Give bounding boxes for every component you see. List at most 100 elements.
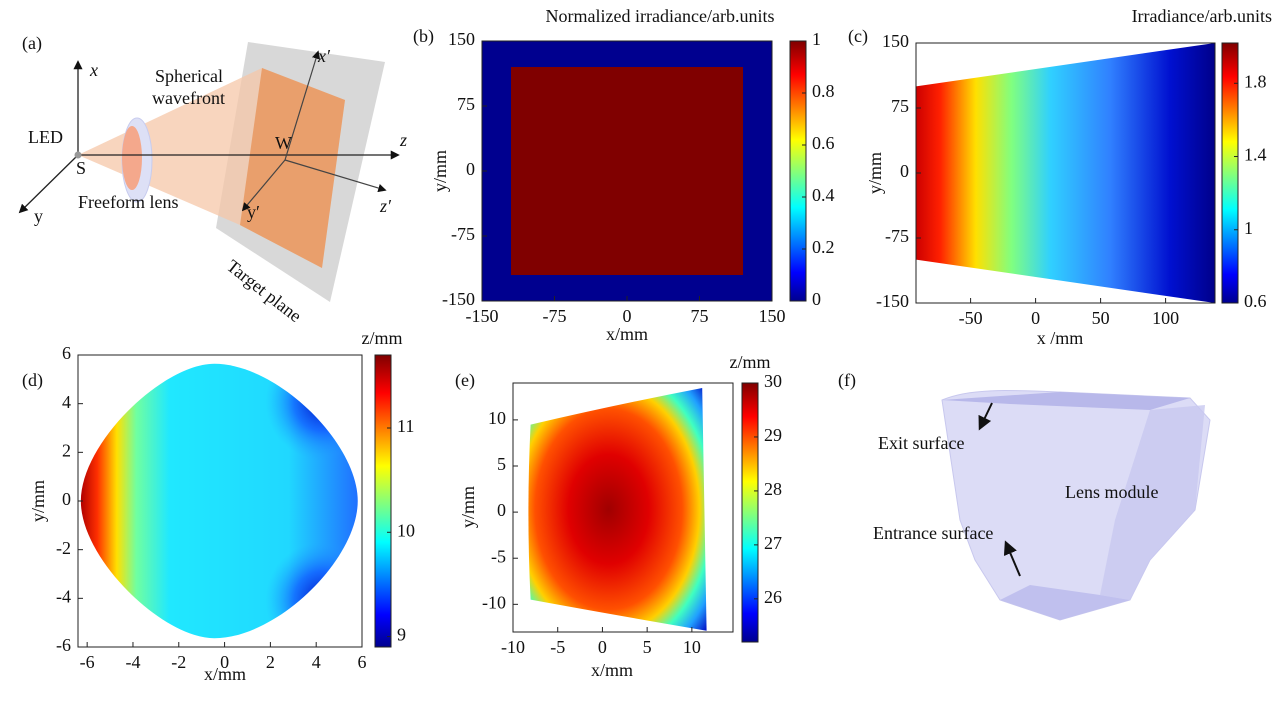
y-tick-label: -75 xyxy=(885,226,909,246)
axis-label: z xyxy=(399,130,407,150)
y-tick-label: -150 xyxy=(876,291,909,311)
axis-y xyxy=(18,154,79,214)
colorbar-tick-label: 27 xyxy=(764,533,782,553)
colorbar-tick-label: 1.8 xyxy=(1244,71,1267,91)
colorbar-tick-label: 11 xyxy=(397,416,414,436)
led-label: LED xyxy=(28,127,63,147)
irradiance-field xyxy=(916,43,1215,303)
plot-frame xyxy=(512,382,734,633)
lens-side xyxy=(1100,405,1205,600)
y-axis-label: y/mm xyxy=(28,480,48,522)
x-tick-label: 4 xyxy=(312,652,321,672)
wavefront-label: wavefront xyxy=(152,88,225,108)
y-tick-label: 2 xyxy=(62,440,71,460)
y-axis-label: y/mm xyxy=(865,152,885,194)
x-tick-label: 150 xyxy=(759,306,786,326)
x-tick-label: -75 xyxy=(543,306,567,326)
x-axis-label: x/mm xyxy=(591,660,633,680)
colorbar-tick-label: 0.4 xyxy=(812,185,835,205)
colorbar-tick-label: 29 xyxy=(764,425,782,445)
colorbar-tick-label: 10 xyxy=(397,520,415,540)
entrance-label: Entrance surface xyxy=(873,523,993,543)
x-tick-label: 5 xyxy=(643,637,652,657)
y-tick-label: -4 xyxy=(56,586,71,606)
colorbar xyxy=(741,382,759,643)
colorbar-tick-label: 0 xyxy=(812,289,821,309)
axis-label: x xyxy=(89,60,98,80)
y-tick-label: 4 xyxy=(62,392,71,412)
panel-label: (e) xyxy=(455,370,475,391)
y-tick-label: 150 xyxy=(448,29,475,49)
colorbar xyxy=(789,40,807,302)
surface-field xyxy=(528,387,707,631)
y-tick-label: 0 xyxy=(900,161,909,181)
axis-label: y′ xyxy=(247,202,260,222)
colorbar-tick-label: 0.2 xyxy=(812,237,835,257)
y-tick-label: -75 xyxy=(451,224,475,244)
colorbar-tick-label: 0.6 xyxy=(1244,291,1267,311)
colorbar-title: Normalized irradiance/arb.units xyxy=(546,6,775,26)
x-tick-label: 0 xyxy=(623,306,632,326)
y-tick-label: 150 xyxy=(882,31,909,51)
colorbar-tick-label: 0.6 xyxy=(812,133,835,153)
colorbar-title: Irradiance/arb.units xyxy=(1132,6,1272,26)
colorbar-title: z/mm xyxy=(362,328,403,348)
x-tick-label: 75 xyxy=(691,306,709,326)
axis-label: x′ xyxy=(317,46,331,66)
panel-label: (b) xyxy=(413,26,434,47)
axis-label: y xyxy=(34,206,43,226)
x-tick-label: 10 xyxy=(683,637,701,657)
x-tick-label: -2 xyxy=(171,652,186,672)
panel-label: (d) xyxy=(22,370,43,391)
x-tick-label: -6 xyxy=(80,652,95,672)
panel-f: (f) Exit surface Lens module Entrance su… xyxy=(838,370,1211,621)
lens-label: Freeform lens xyxy=(78,192,178,212)
colorbar-tick-label: 1 xyxy=(1244,218,1253,238)
y-axis-label: y/mm xyxy=(430,150,450,192)
x-tick-label: -5 xyxy=(550,637,565,657)
lens-inner xyxy=(122,126,142,190)
x-tick-label: 2 xyxy=(266,652,275,672)
panel-label: (a) xyxy=(22,33,42,54)
arrow xyxy=(1003,540,1021,577)
colorbar-tick-label: 28 xyxy=(764,479,782,499)
x-tick-label: 0 xyxy=(598,637,607,657)
colorbar xyxy=(1221,42,1239,304)
x-tick-label: 6 xyxy=(358,652,367,672)
wavefront-label: Spherical xyxy=(155,66,223,86)
x-axis-label: x /mm xyxy=(1037,328,1084,348)
uniform-region xyxy=(511,67,743,275)
arrow xyxy=(978,402,993,431)
colorbar-tick-label: 30 xyxy=(764,371,782,391)
entrance-surface xyxy=(1000,585,1130,620)
point-label: W xyxy=(275,133,292,153)
y-tick-label: 75 xyxy=(457,94,475,114)
axis-z-prime xyxy=(284,159,387,193)
led-source xyxy=(74,151,82,159)
colorbar-title: z/mm xyxy=(730,352,771,372)
x-tick-label: -150 xyxy=(466,306,499,326)
y-tick-label: 6 xyxy=(62,343,71,363)
axis-label: z′ xyxy=(379,196,392,216)
exit-label: Exit surface xyxy=(878,433,964,453)
colorbar-tick-label: 1 xyxy=(812,29,821,49)
panel-label: (f) xyxy=(838,370,856,391)
panel-label: (c) xyxy=(848,26,868,47)
x-axis-label: x/mm xyxy=(204,664,246,684)
exit-surface xyxy=(942,392,1190,410)
y-tick-label: -5 xyxy=(491,546,506,566)
colorbar xyxy=(374,354,392,648)
panel-a: (a) x y z x′ y′ z′ S W LED Spherical wav… xyxy=(18,33,407,326)
colorbar-tick-label: 1.4 xyxy=(1244,145,1267,165)
x-tick-label: 50 xyxy=(1092,308,1110,328)
y-tick-label: 75 xyxy=(891,96,909,116)
colorbar-tick-label: 0.8 xyxy=(812,81,835,101)
y-tick-label: -10 xyxy=(482,592,506,612)
x-tick-label: 100 xyxy=(1152,308,1179,328)
colorbar-tick-label: 9 xyxy=(397,625,406,645)
x-tick-label: -10 xyxy=(501,637,525,657)
x-tick-label: 0 xyxy=(220,652,229,672)
axis-x-prime xyxy=(284,50,321,161)
x-tick-label: 0 xyxy=(1031,308,1040,328)
